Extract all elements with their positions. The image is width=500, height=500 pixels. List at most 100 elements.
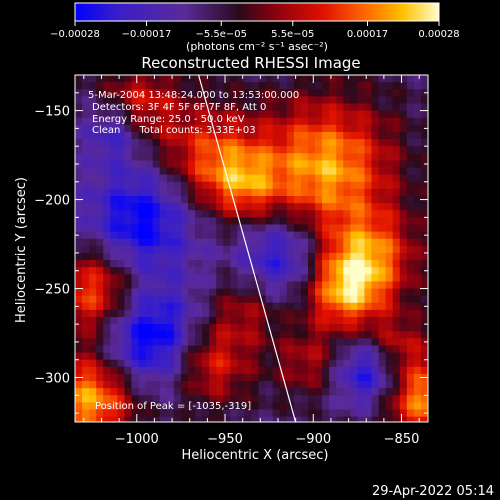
heatmap-cell <box>413 174 422 183</box>
heatmap-cell <box>420 324 428 332</box>
heatmap-cell <box>350 224 358 233</box>
heatmap-cell <box>244 153 253 162</box>
heatmap-cell <box>300 281 309 290</box>
heatmap-cell <box>385 388 394 396</box>
heatmap-cell <box>117 196 126 204</box>
heatmap-cell <box>110 317 118 325</box>
heatmap-cell <box>180 217 189 226</box>
heatmap-cell <box>152 160 161 169</box>
heatmap-cell <box>195 231 203 240</box>
heatmap-cell <box>385 359 394 368</box>
heatmap-cell <box>272 124 281 133</box>
heatmap-cell <box>371 139 380 147</box>
heatmap-cell <box>293 160 302 169</box>
heatmap-cell <box>166 352 175 361</box>
heatmap-cell <box>265 89 274 97</box>
heatmap-cell <box>406 153 415 162</box>
heatmap-cell <box>117 131 126 140</box>
heatmap-cell <box>180 288 189 297</box>
heatmap-cell <box>300 238 309 247</box>
heatmap-cell <box>75 402 83 411</box>
heatmap-cell <box>138 402 147 411</box>
heatmap-cell <box>420 260 428 268</box>
heatmap-cell <box>103 281 111 290</box>
heatmap-cell <box>195 245 203 254</box>
heatmap-cell <box>413 231 422 240</box>
heatmap-cell <box>166 188 175 197</box>
heatmap-cell <box>399 131 408 140</box>
heatmap-cell <box>152 288 161 297</box>
heatmap-cell <box>315 89 323 97</box>
heatmap-cell <box>180 324 189 332</box>
heatmap-cell <box>202 252 210 261</box>
heatmap-cell <box>117 117 126 126</box>
heatmap-cell <box>265 75 274 83</box>
heatmap-cell <box>350 196 358 204</box>
heatmap-cell <box>421 424 429 432</box>
heatmap-cell <box>138 188 147 197</box>
heatmap-cell <box>124 117 133 126</box>
heatmap-cell <box>237 260 246 268</box>
heatmap-cell <box>131 366 140 375</box>
heatmap-cell <box>251 373 260 382</box>
heatmap-cell <box>131 160 140 169</box>
heatmap-cell <box>244 203 253 211</box>
heatmap-cell <box>385 395 394 404</box>
heatmap-cell <box>364 181 373 190</box>
heatmap-cell <box>195 267 203 275</box>
heatmap-cell <box>406 317 415 325</box>
heatmap-cell <box>216 260 224 268</box>
heatmap-cell <box>159 252 168 261</box>
heatmap-cell <box>230 309 238 318</box>
heatmap-cell <box>357 167 366 176</box>
heatmap-cell <box>265 160 274 169</box>
heatmap-cell <box>159 167 168 176</box>
heatmap-cell <box>251 295 260 304</box>
heatmap-cell <box>96 317 104 325</box>
heatmap-cell <box>336 366 344 375</box>
heatmap-cell <box>399 167 408 176</box>
heatmap-cell <box>357 124 366 133</box>
heatmap-cell <box>187 245 196 254</box>
heatmap-cell <box>293 224 302 233</box>
heatmap-cell <box>392 274 401 283</box>
heatmap-cell <box>216 217 224 226</box>
heatmap-cell <box>223 89 231 97</box>
heatmap-cell <box>145 160 154 169</box>
heatmap-cell <box>187 309 196 318</box>
heatmap-cell <box>364 338 373 347</box>
heatmap-cell <box>350 231 358 240</box>
heatmap-cell <box>145 96 154 105</box>
heatmap-cell <box>187 409 196 418</box>
heatmap-cell <box>145 260 154 268</box>
heatmap-cell <box>307 281 316 290</box>
heatmap-cell <box>159 196 168 204</box>
heatmap-cell <box>202 352 210 361</box>
heatmap-cell <box>117 267 126 275</box>
heatmap-cell <box>180 124 189 133</box>
heatmap-cell <box>315 203 323 211</box>
heatmap-cell <box>322 395 330 404</box>
heatmap-cell <box>371 174 380 183</box>
heatmap-cell <box>357 89 366 97</box>
solar-limb-line <box>197 75 297 422</box>
heatmap-cell <box>89 331 97 339</box>
heatmap-cell <box>329 139 337 147</box>
heatmap-cell <box>307 274 316 283</box>
heatmap-cell <box>173 373 182 382</box>
heatmap-cell <box>428 267 436 275</box>
heatmap-cell <box>322 274 330 283</box>
heatmap-cell <box>265 203 274 211</box>
heatmap-cell <box>216 89 224 97</box>
heatmap-cell <box>103 402 111 411</box>
heatmap-cell <box>173 210 182 218</box>
heatmap-cell <box>399 317 408 325</box>
heatmap-cell <box>322 153 330 162</box>
heatmap-cell <box>420 245 428 254</box>
heatmap-cell <box>173 359 182 368</box>
heatmap-cell <box>413 373 422 382</box>
heatmap-cell <box>131 252 140 261</box>
heatmap-cell <box>258 381 267 389</box>
heatmap-cell <box>343 402 351 411</box>
heatmap-cell <box>428 160 436 168</box>
